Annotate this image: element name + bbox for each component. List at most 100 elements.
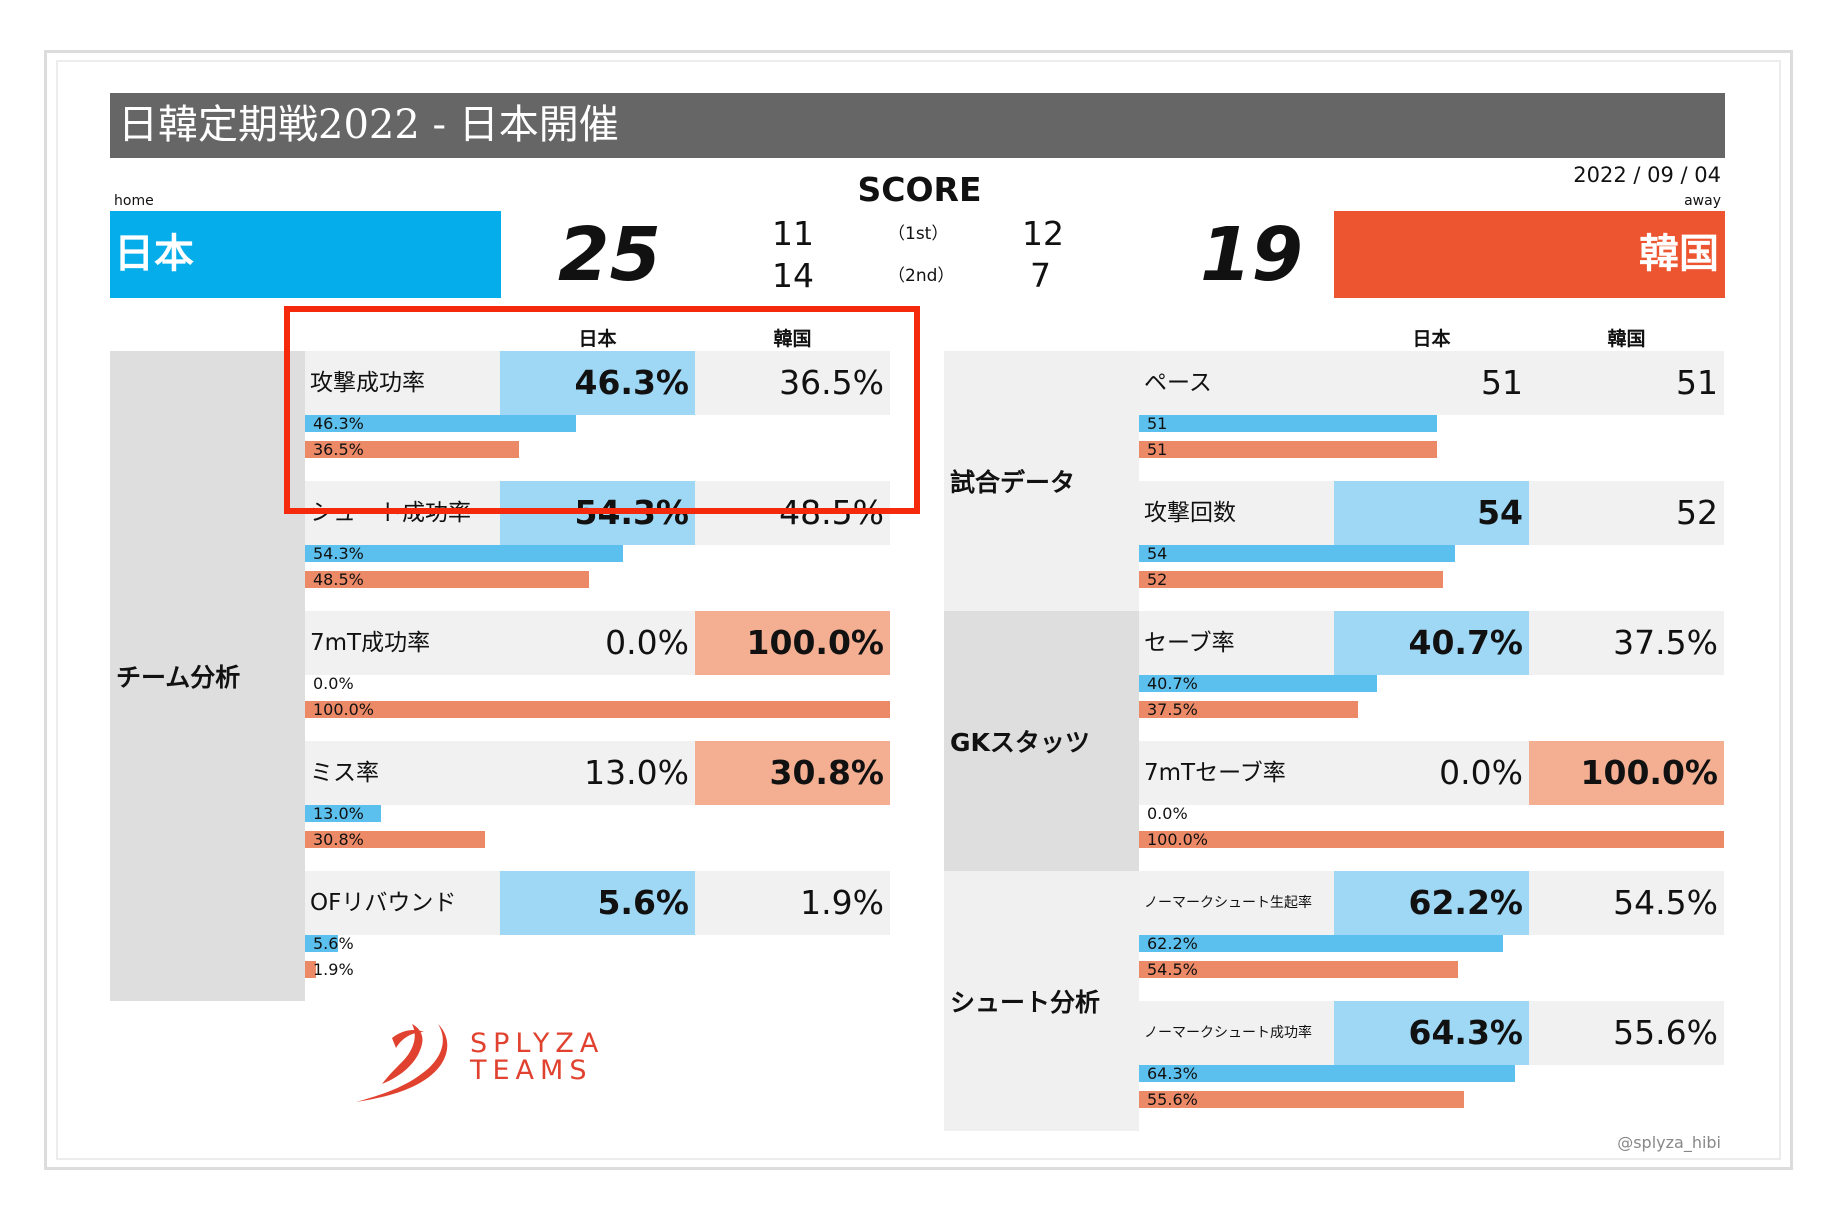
away-value: 51 bbox=[1529, 351, 1724, 415]
highlight-annotation-box bbox=[284, 306, 920, 514]
away-value: 55.6% bbox=[1529, 1001, 1724, 1065]
away-bar bbox=[305, 961, 317, 978]
home-value: 46.3% bbox=[500, 351, 695, 415]
metric-row: 7mT成功率 0.0% 100.0% bbox=[305, 611, 890, 675]
metric-row: ノーマークシュート成功率 64.3% 55.6% bbox=[1139, 1001, 1724, 1065]
metric-row: OFリバウンド 5.6% 1.9% bbox=[305, 871, 890, 935]
home-team-banner: 日本 bbox=[110, 211, 501, 298]
metric-label: ノーマークシュート成功率 bbox=[1139, 1001, 1334, 1065]
metric-row: ミス率 13.0% 30.8% bbox=[305, 741, 890, 805]
away-bar bbox=[1139, 441, 1438, 458]
away-value: 37.5% bbox=[1529, 611, 1724, 675]
home-bar bbox=[305, 415, 576, 432]
away-bar-label: 100.0% bbox=[313, 700, 375, 719]
away-bar-label: 100.0% bbox=[1147, 830, 1209, 849]
away-bar-label: 30.8% bbox=[313, 830, 364, 849]
home-bar-label: 54.3% bbox=[313, 544, 364, 563]
metric-label: 7mT成功率 bbox=[305, 611, 500, 675]
away-value: 30.8% bbox=[695, 741, 890, 805]
home-bar-label: 51 bbox=[1147, 414, 1168, 433]
home-bar-label: 5.6% bbox=[313, 934, 354, 953]
home-bar-label: 46.3% bbox=[313, 414, 364, 433]
left-column-header-away: 韓国 bbox=[773, 328, 812, 350]
home-bar bbox=[1139, 545, 1455, 562]
metric-label: OFリバウンド bbox=[305, 871, 500, 935]
metric-row: ノーマークシュート生起率 62.2% 54.5% bbox=[1139, 871, 1724, 935]
away-bar-label: 54.5% bbox=[1147, 960, 1198, 979]
home-bar bbox=[1139, 935, 1503, 952]
away-total-score: 19 bbox=[1200, 212, 1303, 298]
second-half-label: （2nd） bbox=[888, 266, 955, 286]
home-bar-label: 0.0% bbox=[313, 674, 354, 693]
metric-label: 攻撃成功率 bbox=[305, 351, 500, 415]
section-label: シュート分析 bbox=[944, 871, 1139, 1131]
home-value: 13.0% bbox=[500, 741, 695, 805]
away-value: 52 bbox=[1529, 481, 1724, 545]
metric-row: セーブ率 40.7% 37.5% bbox=[1139, 611, 1724, 675]
metric-row: 7mTセーブ率 0.0% 100.0% bbox=[1139, 741, 1724, 805]
metric-label: ノーマークシュート生起率 bbox=[1139, 871, 1334, 935]
right-column-header-away: 韓国 bbox=[1607, 328, 1646, 350]
away-bar-label: 37.5% bbox=[1147, 700, 1198, 719]
home-bar bbox=[1139, 675, 1378, 692]
brand-wordmark: SPLYZA TEAMS bbox=[470, 1030, 604, 1084]
match-date: 2022 / 09 / 04 bbox=[1573, 163, 1721, 187]
away-value: 100.0% bbox=[695, 611, 890, 675]
home-value: 40.7% bbox=[1334, 611, 1529, 675]
section-label: 試合データ bbox=[944, 351, 1139, 611]
away-bar bbox=[305, 831, 486, 848]
home-label: home bbox=[114, 193, 154, 209]
metric-row: ペース 51 51 bbox=[1139, 351, 1724, 415]
away-bar bbox=[1139, 831, 1724, 848]
home-bar bbox=[305, 545, 623, 562]
away-value: 100.0% bbox=[1529, 741, 1724, 805]
away-value: 36.5% bbox=[695, 351, 890, 415]
away-bar-label: 48.5% bbox=[313, 570, 364, 589]
home-bar bbox=[305, 805, 382, 822]
home-value: 51 bbox=[1334, 351, 1529, 415]
home-value: 0.0% bbox=[1334, 741, 1529, 805]
metric-label: ミス率 bbox=[305, 741, 500, 805]
outer-frame bbox=[44, 50, 1793, 1170]
away-bar-label: 1.9% bbox=[313, 960, 354, 979]
home-bar bbox=[1139, 415, 1438, 432]
home-value: 5.6% bbox=[500, 871, 695, 935]
score-heading: SCORE bbox=[857, 170, 982, 209]
home-bar bbox=[305, 935, 338, 952]
inner-frame bbox=[56, 60, 1781, 1160]
brand-line-1: SPLYZA bbox=[470, 1028, 605, 1059]
away-value: 54.5% bbox=[1529, 871, 1724, 935]
away-second-half-score: 7 bbox=[1030, 256, 1051, 295]
away-bar-label: 51 bbox=[1147, 440, 1168, 459]
home-value: 64.3% bbox=[1334, 1001, 1529, 1065]
metric-label: セーブ率 bbox=[1139, 611, 1334, 675]
left-column-header-home: 日本 bbox=[578, 328, 617, 350]
home-bar-label: 62.2% bbox=[1147, 934, 1198, 953]
home-value: 54 bbox=[1334, 481, 1529, 545]
home-value: 0.0% bbox=[500, 611, 695, 675]
away-bar-label: 36.5% bbox=[313, 440, 364, 459]
away-bar bbox=[305, 701, 890, 718]
away-bar bbox=[1139, 571, 1444, 588]
away-value: 1.9% bbox=[695, 871, 890, 935]
away-first-half-score: 12 bbox=[1022, 214, 1064, 253]
home-bar-label: 64.3% bbox=[1147, 1064, 1198, 1083]
away-bar bbox=[1139, 1091, 1465, 1108]
home-value: 62.2% bbox=[1334, 871, 1529, 935]
metric-label: ペース bbox=[1139, 351, 1334, 415]
away-bar bbox=[305, 441, 519, 458]
away-bar bbox=[1139, 961, 1458, 978]
author-handle: @splyza_hibi bbox=[1617, 1133, 1721, 1152]
section-label: チーム分析 bbox=[110, 351, 305, 1001]
metric-row: 攻撃回数 54 52 bbox=[1139, 481, 1724, 545]
section-label: GKスタッツ bbox=[944, 611, 1139, 871]
home-total-score: 25 bbox=[558, 212, 661, 298]
home-bar-label: 13.0% bbox=[313, 804, 364, 823]
home-bar-label: 54 bbox=[1147, 544, 1168, 563]
away-bar-label: 52 bbox=[1147, 570, 1168, 589]
away-bar bbox=[1139, 701, 1359, 718]
metric-label: 攻撃回数 bbox=[1139, 481, 1334, 545]
first-half-label: （1st） bbox=[888, 224, 949, 244]
home-first-half-score: 11 bbox=[772, 214, 814, 253]
away-bar bbox=[305, 571, 589, 588]
